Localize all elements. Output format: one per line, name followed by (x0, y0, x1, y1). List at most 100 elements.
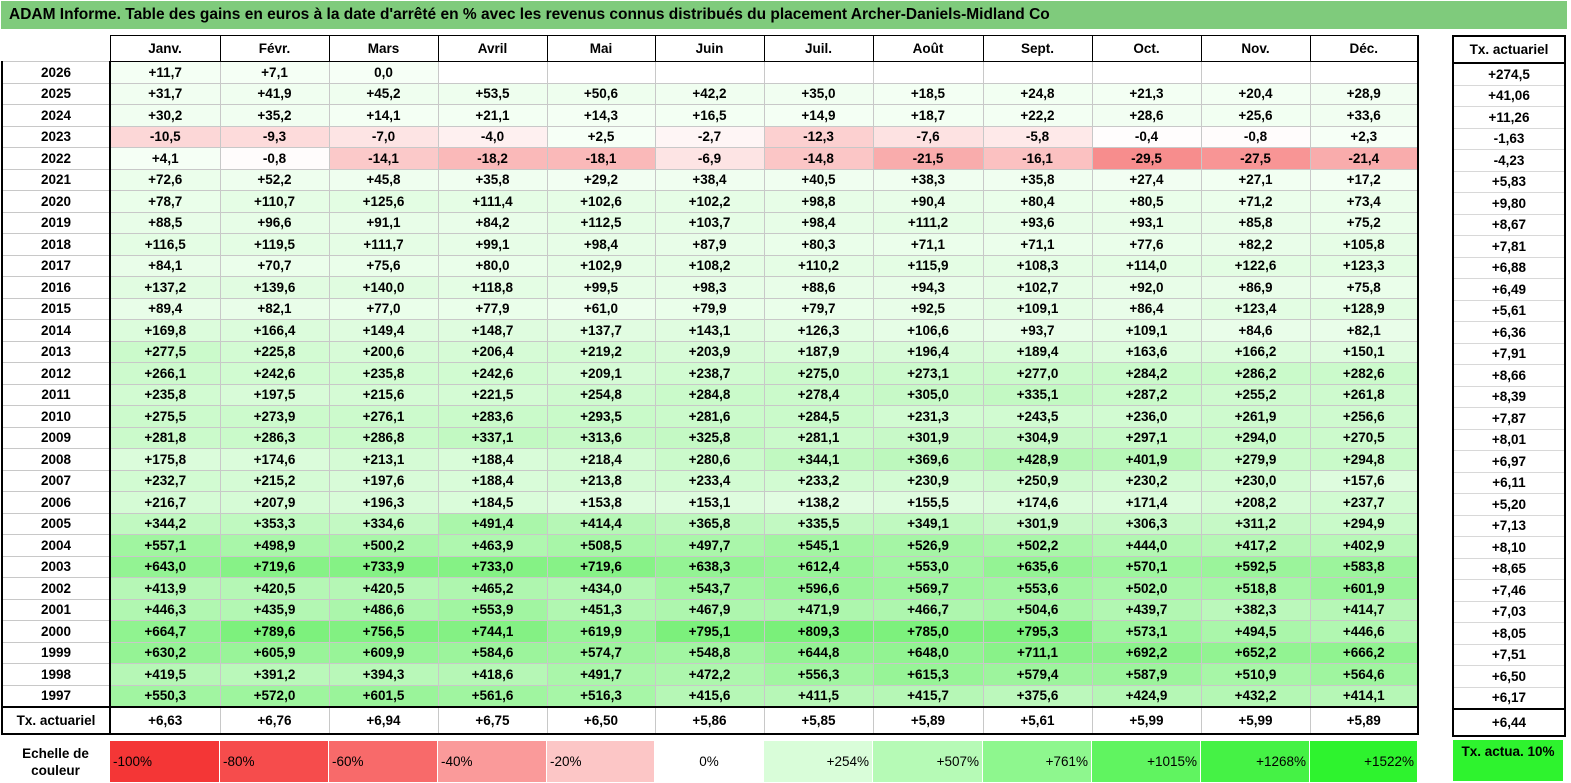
value-cell: +232,7 (109, 469, 221, 492)
value-cell: +587,9 (1091, 663, 1202, 686)
value-cell: +557,1 (109, 534, 221, 557)
value-cell: +88,5 (109, 211, 221, 234)
value-cell: +335,1 (982, 383, 1093, 406)
row-actuarial-rate: +8,10 (1452, 536, 1566, 559)
column-header-6: Juil. (763, 35, 874, 62)
value-cell: +615,3 (872, 663, 984, 686)
value-cell: +128,9 (1309, 297, 1419, 320)
value-cell: +200,6 (328, 340, 439, 363)
value-cell: +504,6 (982, 598, 1093, 621)
value-cell: +304,9 (982, 426, 1093, 449)
value-cell: +382,3 (1200, 598, 1311, 621)
value-cell: 0,0 (328, 61, 439, 84)
value-cell: +41,9 (219, 82, 330, 105)
value-cell: +213,8 (546, 469, 656, 492)
value-cell: +70,7 (219, 254, 330, 277)
value-cell: +491,4 (437, 512, 548, 535)
value-cell: +93,7 (982, 319, 1093, 342)
value-cell (437, 61, 548, 84)
value-cell (763, 61, 874, 84)
value-cell: +344,2 (109, 512, 221, 535)
table-row: 2003 +643,0 +719,6 +733,9 +733,0 +719,6 +638,3… (1, 555, 1419, 578)
value-cell: +553,0 (872, 555, 984, 578)
value-cell: +231,3 (872, 405, 984, 428)
value-cell: +45,2 (328, 82, 439, 105)
table-row: 2024 +30,2 +35,2 +14,1 +21,1 +14,3 +16,5 +14,9 +… (1, 104, 1419, 127)
value-cell: +16,5 (654, 104, 765, 127)
value-cell: -14,1 (328, 147, 439, 170)
legend-swatch: -100% (109, 740, 220, 783)
value-cell: +424,9 (1091, 684, 1202, 708)
value-cell: +494,5 (1200, 620, 1311, 643)
row-year: 2006 (1, 491, 111, 514)
value-cell (1091, 61, 1202, 84)
value-cell: +112,5 (546, 211, 656, 234)
value-cell: +139,6 (219, 276, 330, 299)
row-year: 2008 (1, 448, 111, 471)
row-actuarial-rate: +7,46 (1452, 579, 1566, 602)
value-cell: +502,2 (982, 534, 1093, 557)
footer-value: +6,75 (437, 706, 548, 735)
value-cell: +88,6 (763, 276, 874, 299)
value-cell: +87,9 (654, 233, 765, 256)
value-cell: +573,1 (1091, 620, 1202, 643)
value-cell: +123,3 (1309, 254, 1419, 277)
value-cell: +286,3 (219, 426, 330, 449)
value-cell: +187,9 (763, 340, 874, 363)
table-row: 2009 +281,8 +286,3 +286,8 +337,1 +313,6 +325,8… (1, 426, 1419, 449)
column-header-8: Sept. (982, 35, 1093, 62)
value-cell: +103,7 (654, 211, 765, 234)
value-cell: +278,4 (763, 383, 874, 406)
value-cell: +77,0 (328, 297, 439, 320)
value-cell: -21,4 (1309, 147, 1419, 170)
table-row: 2011 +235,8 +197,5 +215,6 +221,5 +254,8 +284,8… (1, 383, 1419, 406)
row-year: 2007 (1, 469, 111, 492)
value-cell: +184,5 (437, 491, 548, 514)
value-cell: +18,5 (872, 82, 984, 105)
legend-swatch: +1268% (1200, 740, 1310, 783)
value-cell: +137,2 (109, 276, 221, 299)
returns-table: Janv. Févr. Mars Avril Mai Juin Juil. Août Sept.… (1, 35, 1419, 735)
row-actuarial-rate: +8,01 (1452, 428, 1566, 451)
value-cell: +325,8 (654, 426, 765, 449)
row-actuarial-rate: +6,88 (1452, 256, 1566, 279)
footer-value: +6,50 (546, 706, 656, 735)
value-cell: +18,7 (872, 104, 984, 127)
value-cell: +402,9 (1309, 534, 1419, 557)
value-cell: +35,2 (219, 104, 330, 127)
value-cell: +213,1 (328, 448, 439, 471)
footer-value: +5,89 (872, 706, 984, 735)
table-row: 2004 +557,1 +498,9 +500,2 +463,9 +508,5 +497,7… (1, 534, 1419, 557)
value-cell: +281,8 (109, 426, 221, 449)
table-row: 2015 +89,4 +82,1 +77,0 +77,9 +61,0 +79,9 +79,7 +… (1, 297, 1419, 320)
value-cell: +502,0 (1091, 577, 1202, 600)
value-cell: +435,9 (219, 598, 330, 621)
table-row: 2007 +232,7 +215,2 +197,6 +188,4 +213,8 +233,4… (1, 469, 1419, 492)
value-cell: +583,8 (1309, 555, 1419, 578)
value-cell: +108,2 (654, 254, 765, 277)
value-cell: +22,2 (982, 104, 1093, 127)
value-cell: +122,6 (1200, 254, 1311, 277)
value-cell: +93,1 (1091, 211, 1202, 234)
value-cell: +197,6 (328, 469, 439, 492)
value-cell: +556,3 (763, 663, 874, 686)
value-cell: +283,6 (437, 405, 548, 428)
table-row: 2014 +169,8 +166,4 +149,4 +148,7 +137,7 +143,1… (1, 319, 1419, 342)
value-cell: +273,1 (872, 362, 984, 385)
table-row: 2026 +11,7 +7,1 0,0 (1, 61, 1419, 84)
value-cell: +238,7 (654, 362, 765, 385)
value-cell: +644,8 (763, 641, 874, 664)
value-cell: +169,8 (109, 319, 221, 342)
row-year: 2012 (1, 362, 111, 385)
value-cell (1309, 61, 1419, 84)
column-header-9: Oct. (1091, 35, 1202, 62)
value-cell: +561,6 (437, 684, 548, 708)
value-cell: +109,1 (1091, 319, 1202, 342)
column-header-1: Févr. (219, 35, 330, 62)
value-cell: +294,9 (1309, 512, 1419, 535)
value-cell: +335,5 (763, 512, 874, 535)
table-row: 2016 +137,2 +139,6 +140,0 +118,8 +99,5 +98,3 +8… (1, 276, 1419, 299)
value-cell: +96,6 (219, 211, 330, 234)
value-cell: +276,1 (328, 405, 439, 428)
value-cell: -5,8 (982, 125, 1093, 148)
